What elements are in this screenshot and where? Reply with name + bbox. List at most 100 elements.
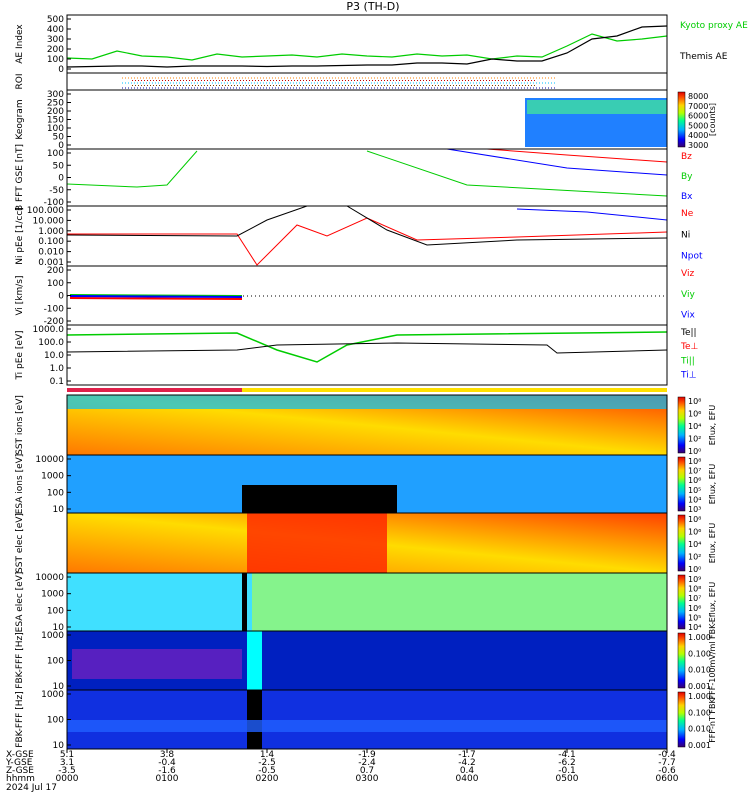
footer-label-time: hhmm bbox=[6, 774, 35, 784]
footer-value-t: 0100 bbox=[156, 774, 179, 784]
fbk_b-colorbar-tick: 1.000 bbox=[688, 633, 711, 642]
keogram-colorbar-label: [counts] bbox=[708, 103, 717, 136]
velocity-ytick-label: -200 bbox=[44, 317, 65, 327]
temperature-ytick-label: 1.0 bbox=[50, 364, 65, 374]
b-bx-line bbox=[446, 148, 668, 176]
fbk_e-colorbar-label: FFF-nT FBK- bbox=[708, 696, 717, 743]
footer-label-x: X-GSE bbox=[6, 750, 34, 760]
fbk_e-colorbar-tick: 0.001 bbox=[688, 741, 711, 750]
esa_e-colorbar bbox=[677, 574, 686, 630]
density-legend-ni: Ni bbox=[681, 230, 690, 240]
ae-ylabel: AE Index bbox=[15, 24, 25, 64]
density-ylabel: Ni pEe [1/cc] bbox=[15, 207, 25, 265]
bfield-ylabel: B FFT GSE [nT] bbox=[15, 144, 25, 211]
footer-value-t: 0200 bbox=[256, 774, 279, 784]
temperature-legend-te: Te⊥ bbox=[680, 342, 699, 352]
velocity-ytick-label: 100 bbox=[47, 279, 64, 289]
footer-value-x: -1.7 bbox=[458, 750, 476, 760]
esa_i-ytick-label: 10 bbox=[53, 505, 65, 515]
footer-value-y: -4.2 bbox=[458, 758, 476, 768]
bfield-ytick-label: -50 bbox=[49, 186, 64, 196]
temperature-ytick-label: 1000.0 bbox=[33, 325, 65, 335]
sst_e-colorbar-tick: 10⁶ bbox=[688, 528, 701, 537]
footer-value-z: -1.6 bbox=[158, 766, 176, 776]
esa_i-colorbar bbox=[677, 456, 686, 512]
sst_i-colorbar-tick: 10⁴ bbox=[688, 422, 701, 431]
footer-date: 2024 Jul 17 bbox=[6, 783, 57, 793]
keogram-ytick-label: 0 bbox=[58, 141, 64, 151]
sst_e-colorbar-tick: 10⁸ bbox=[688, 515, 701, 524]
keogram-ytick-label: 100 bbox=[47, 124, 64, 134]
ae-legend-kyoto: Kyoto proxy AE bbox=[680, 21, 748, 31]
footer-value-x: -0.4 bbox=[658, 750, 676, 760]
esa_i-ytick-label: 10000 bbox=[35, 455, 64, 465]
esa_i-colorbar-label: Eflux, EFU bbox=[708, 464, 717, 505]
velocity-legend-viy: Viy bbox=[681, 290, 695, 300]
esa_e-colorbar-tick: 10⁵ bbox=[688, 613, 701, 622]
sst_e-colorbar-tick: 10⁴ bbox=[688, 540, 701, 549]
sst_i-ylabel: SST ions [eV] bbox=[15, 395, 25, 455]
footer-label-y: Y-GSE bbox=[5, 758, 33, 768]
sst-i-highband bbox=[67, 395, 667, 409]
ae-series-kyoto-proxy-ae bbox=[66, 33, 668, 61]
footer-value-y: -0.4 bbox=[158, 758, 176, 768]
esa_e-colorbar-tick: 10⁴ bbox=[688, 623, 701, 632]
sst_e-colorbar-tick: 10⁰ bbox=[688, 565, 701, 574]
velocity-legend-vix: Vix bbox=[681, 311, 695, 321]
footer-value-y: -6.2 bbox=[558, 758, 576, 768]
footer-ephemeris: X-GSE Y-GSE Z-GSE hhmm 2024 Jul 17 5.13.… bbox=[5, 749, 679, 793]
keogram-ytick-label: 200 bbox=[47, 107, 64, 117]
fbk-b-band bbox=[72, 649, 242, 679]
sst_i-colorbar-tick: 10⁶ bbox=[688, 410, 701, 419]
b-by-line bbox=[66, 150, 668, 197]
ae-ytick-label: 500 bbox=[47, 15, 64, 25]
density-ne bbox=[67, 217, 668, 266]
sst_e-colorbar-label: Eflux, EFU bbox=[708, 523, 717, 564]
velocity-ytick-label: 0 bbox=[58, 292, 64, 302]
keogram-ytick-label: 50 bbox=[53, 133, 65, 143]
footer-value-x: 3.8 bbox=[160, 750, 175, 760]
esa_i-colorbar-tick: 10³ bbox=[688, 505, 701, 514]
footer-value-t: 0300 bbox=[356, 774, 379, 784]
density-ytick-label: 0.100 bbox=[38, 237, 64, 247]
footer-value-z: -0.5 bbox=[258, 766, 276, 776]
esa_i-ylabel: ESA ions [eV] bbox=[15, 454, 25, 515]
esa_e-ytick-label: 10 bbox=[53, 623, 65, 633]
temperature-te bbox=[66, 342, 668, 354]
fbk_e-colorbar bbox=[677, 691, 686, 748]
footer-value-t: 0500 bbox=[556, 774, 579, 784]
bfield-frame bbox=[66, 148, 668, 207]
fbk_e-spectrogram bbox=[67, 690, 667, 749]
footer-value-z: -0.1 bbox=[558, 766, 576, 776]
sst_e-colorbar bbox=[677, 514, 686, 572]
fbk_e-ylabel: FBK-FFF [Hz] bbox=[15, 691, 25, 747]
sst_e-colorbar-tick: 10² bbox=[688, 553, 701, 562]
sst-e-peak bbox=[247, 513, 387, 573]
sst_i-colorbar-label: Eflux, EFU bbox=[708, 405, 717, 446]
density-ytick-label: 10.000 bbox=[33, 216, 65, 226]
bfield-legend-by: By bbox=[681, 172, 693, 182]
keogram-colorbar-tick: 5000 bbox=[688, 121, 708, 130]
velocity-series bbox=[69, 295, 243, 298]
bfield-legend-bz: Bz bbox=[681, 152, 692, 162]
density-ytick-label: 100.000 bbox=[27, 206, 64, 216]
temperature-ytick-label: 100.0 bbox=[38, 338, 64, 348]
footer-label-z: Z-GSE bbox=[6, 766, 34, 776]
esa-e-gap bbox=[242, 573, 247, 631]
footer-value-x: 5.1 bbox=[60, 750, 74, 760]
esa-e-flux bbox=[252, 573, 667, 631]
fbk-b-gap bbox=[247, 631, 262, 690]
temperature-ti bbox=[66, 331, 668, 363]
fbk-e-gap bbox=[247, 690, 262, 749]
esa_e-colorbar-tick: 10⁸ bbox=[688, 585, 701, 594]
bfield-ytick-label: 100 bbox=[47, 149, 64, 159]
fbk_b-ytick-label: 10 bbox=[53, 682, 65, 692]
fbk_e-colorbar-tick: 0.100 bbox=[688, 708, 711, 717]
ae-ytick-label: 100 bbox=[47, 55, 64, 65]
temperature-legend-te: Te|| bbox=[680, 328, 697, 338]
footer-value-z: -3.5 bbox=[58, 766, 76, 776]
footer-value-y: 3.1 bbox=[60, 758, 74, 768]
fbk_b-ytick-label: 1000 bbox=[41, 631, 64, 641]
esa_e-ytick-label: 1000 bbox=[41, 590, 64, 600]
fbk_b-colorbar-tick: 0.010 bbox=[688, 666, 711, 675]
